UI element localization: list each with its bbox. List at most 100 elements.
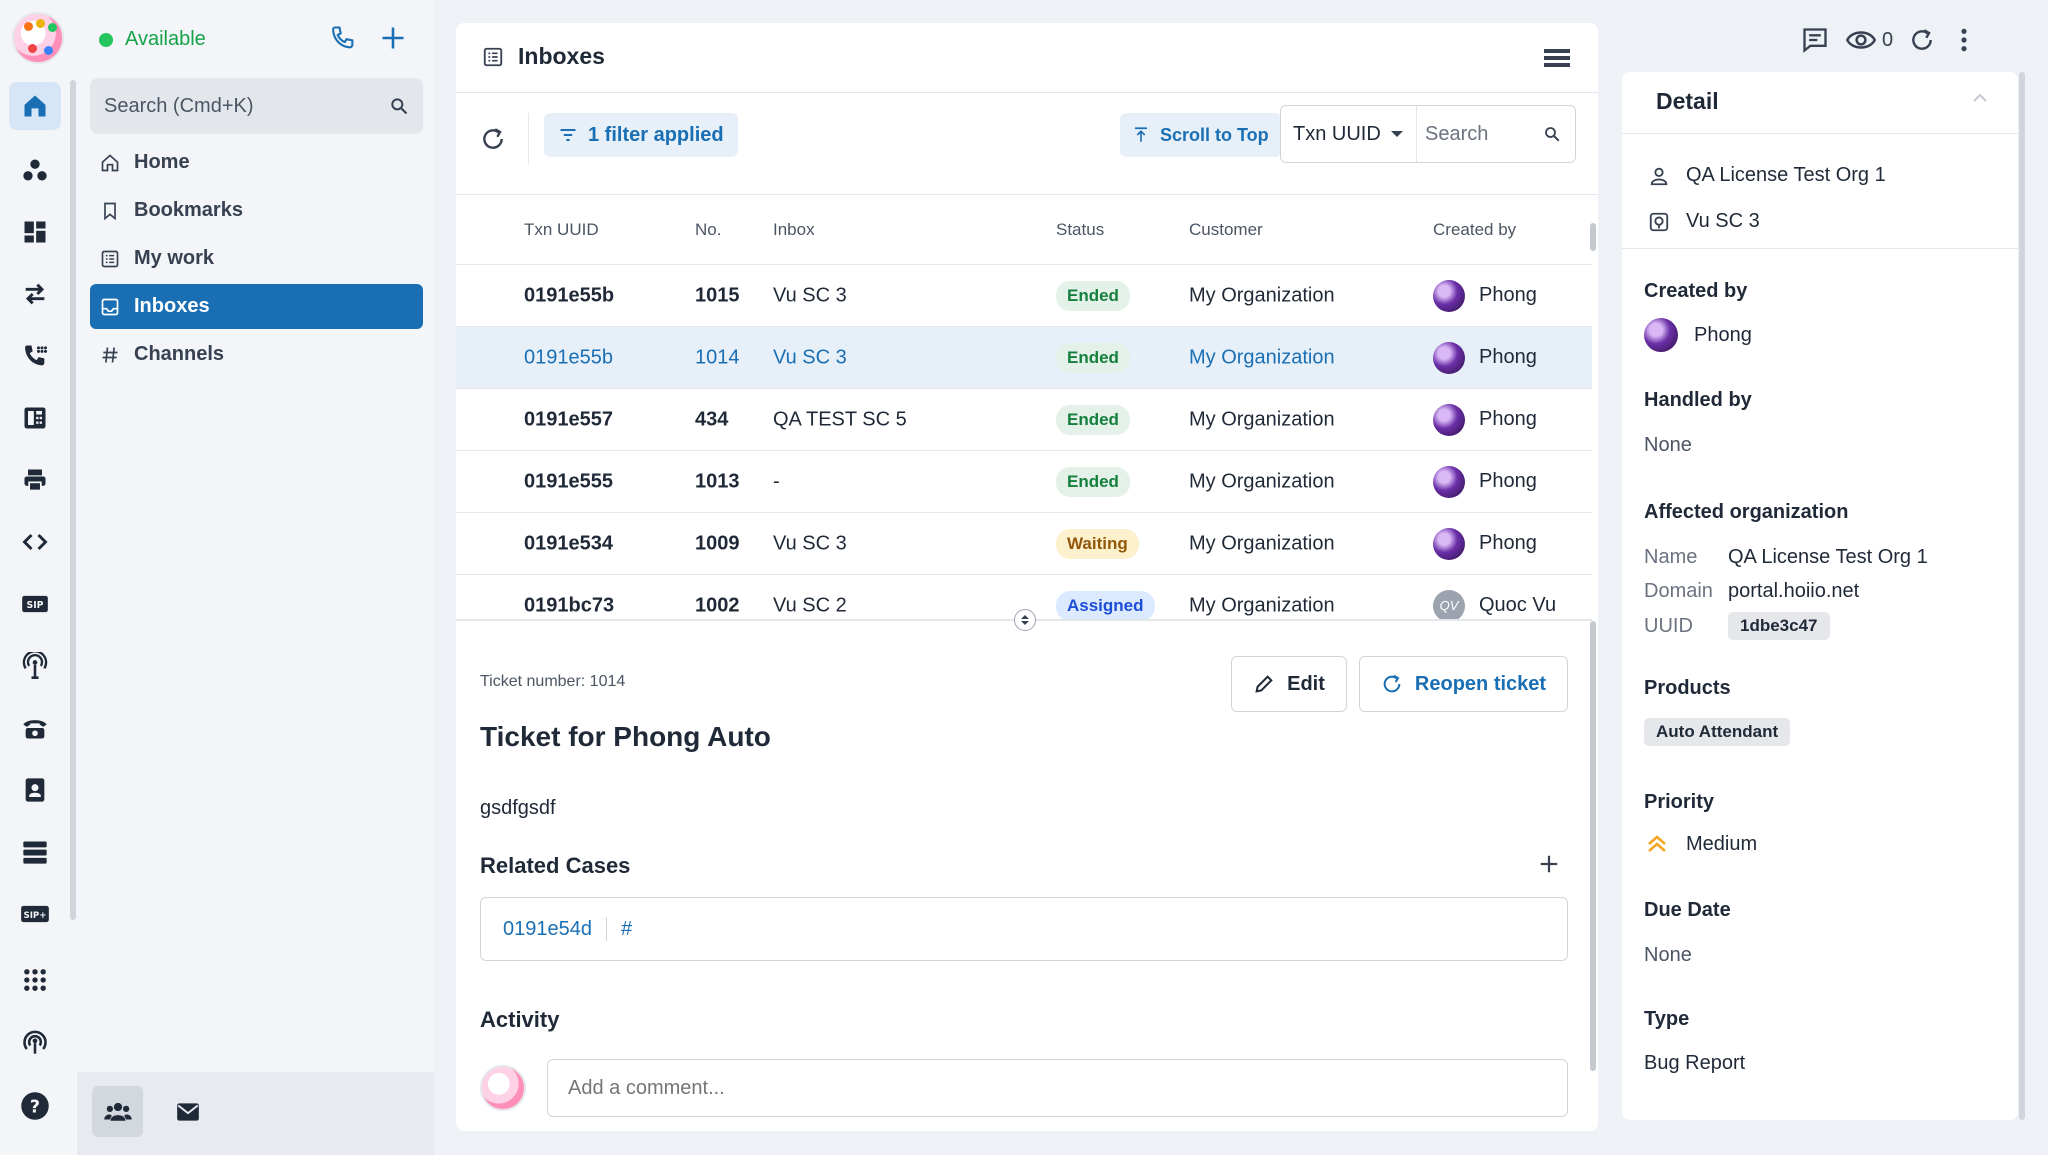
call-log-icon[interactable] — [9, 332, 61, 380]
avatar — [1433, 403, 1465, 436]
column-header[interactable]: Inbox — [773, 219, 815, 239]
nav-item-label: Inboxes — [134, 295, 210, 317]
inbox-tag-icon — [1649, 212, 1669, 231]
table-row[interactable]: 0191e55b 1015 Vu SC 3 Ended My Organizat… — [456, 265, 1592, 327]
status-badge: Ended — [1056, 280, 1130, 311]
table-row[interactable]: 0191e555 1013 - Ended My Organization Ph… — [456, 451, 1592, 513]
detail-header[interactable]: Detail — [1622, 72, 2018, 134]
nav-item-home[interactable]: Home — [90, 140, 423, 185]
antenna-icon[interactable] — [9, 642, 61, 690]
chevron-up-icon[interactable] — [1972, 92, 1988, 104]
field-key: Name — [1644, 546, 1698, 568]
column-header[interactable]: Created by — [1433, 219, 1517, 239]
related-case-hash-link[interactable]: # — [620, 917, 633, 940]
comments-icon[interactable] — [1800, 26, 1830, 54]
column-header[interactable]: Status — [1056, 219, 1105, 239]
list-toolbar: 1 filter applied Scroll to Top Txn UUID … — [456, 93, 1598, 195]
people-icon[interactable] — [9, 146, 61, 194]
search-placeholder: Search (Cmd+K) — [104, 94, 254, 117]
help-icon[interactable]: ? — [9, 1082, 61, 1130]
dashboard-icon[interactable] — [9, 208, 61, 256]
refresh-icon — [1383, 674, 1401, 693]
product-chip-wrap: Auto Attendant — [1644, 718, 1791, 746]
sip-plus-icon[interactable]: SIP+ — [9, 890, 61, 938]
cell-no: 1002 — [695, 594, 740, 616]
filter-button[interactable]: 1 filter applied — [544, 113, 738, 157]
nav-item-bookmarks[interactable]: Bookmarks — [90, 188, 423, 233]
nav-item-channels[interactable]: Channels — [90, 332, 423, 377]
table-search-placeholder: Search — [1425, 122, 1489, 145]
status-label: Available — [125, 28, 206, 50]
search-icon — [391, 98, 408, 115]
watchers-button[interactable]: 0 — [1846, 28, 1893, 52]
more-vertical-icon[interactable] — [1959, 27, 1969, 53]
table-header: Txn UUID No. Inbox Status Customer Creat… — [456, 195, 1592, 265]
ticket-title: Ticket for Phong Auto — [480, 721, 771, 752]
related-case-link[interactable]: 0191e54d — [503, 917, 592, 940]
watchers-count: 0 — [1882, 28, 1894, 51]
priority-value[interactable]: Medium — [1644, 832, 1757, 856]
nav-item-inboxes[interactable]: Inboxes — [90, 284, 423, 329]
printer-icon[interactable] — [9, 456, 61, 504]
type-value[interactable]: Bug Report — [1644, 1052, 1746, 1074]
cell-inbox: QA TEST SC 5 — [773, 408, 907, 430]
affected-org-label: Affected organization — [1644, 501, 1849, 523]
global-search-input[interactable]: Search (Cmd+K) — [90, 78, 423, 134]
desk-phone-icon[interactable] — [9, 704, 61, 752]
table-row[interactable]: 0191bc73 1002 Vu SC 2 Assigned My Organi… — [456, 575, 1592, 619]
column-header[interactable]: Txn UUID — [524, 219, 599, 239]
table-row[interactable]: 0191e534 1009 Vu SC 3 Waiting My Organiz… — [456, 513, 1592, 575]
rail-scrollbar[interactable] — [70, 80, 76, 920]
nav-item-my-work[interactable]: My work — [90, 236, 423, 281]
home-icon[interactable] — [9, 82, 61, 130]
apps-grid-icon[interactable] — [9, 956, 61, 1004]
mail-icon[interactable] — [162, 1086, 213, 1137]
table-scrollbar[interactable] — [1590, 223, 1596, 251]
team-icon[interactable] — [92, 1086, 143, 1137]
refresh-icon[interactable] — [1909, 27, 1935, 53]
status-dot — [99, 32, 113, 47]
add-related-case-icon[interactable] — [1538, 853, 1560, 875]
status-badge: Ended — [1056, 342, 1130, 373]
ticket-detail: Ticket number: 1014 Edit Reopen ticket T… — [456, 621, 1590, 1131]
inboxes-panel: Inboxes 1 filter applied Scroll to Top T… — [456, 23, 1598, 1131]
detail-scrollbar[interactable] — [1590, 621, 1596, 1071]
scroll-to-top-label: Scroll to Top — [1160, 124, 1269, 145]
column-header[interactable]: Customer — [1189, 219, 1263, 239]
sip-icon[interactable]: SIP — [9, 580, 61, 628]
detail-panel-scrollbar[interactable] — [2019, 72, 2025, 1120]
cell-inbox: Vu SC 2 — [773, 594, 847, 616]
table-row[interactable]: 0191e557 434 QA TEST SC 5 Ended My Organ… — [456, 389, 1592, 451]
cell-customer: My Organization — [1189, 408, 1335, 430]
detail-org-name: QA License Test Org 1 — [1686, 164, 1886, 186]
comment-input[interactable] — [547, 1059, 1568, 1117]
code-icon[interactable] — [9, 518, 61, 566]
edit-button[interactable]: Edit — [1231, 656, 1347, 712]
reopen-ticket-button[interactable]: Reopen ticket — [1359, 656, 1568, 712]
availability-status[interactable]: Available — [99, 28, 206, 51]
table-search-input[interactable]: Search — [1417, 106, 1575, 162]
fax-icon[interactable] — [9, 394, 61, 442]
due-date-value[interactable]: None — [1644, 944, 1692, 966]
svg-text:SIP: SIP — [26, 600, 43, 611]
activity-heading: Activity — [480, 1007, 560, 1032]
column-header[interactable]: No. — [695, 219, 722, 239]
servers-icon[interactable] — [9, 828, 61, 876]
workspace-logo[interactable] — [12, 12, 64, 64]
status-badge: Ended — [1056, 466, 1130, 497]
scroll-to-top-button[interactable]: Scroll to Top — [1120, 113, 1281, 157]
plus-icon[interactable] — [379, 24, 407, 52]
detail-inbox: Vu SC 3 — [1648, 210, 1760, 233]
avatar — [1433, 527, 1465, 560]
contacts-icon[interactable] — [9, 766, 61, 814]
transfer-icon[interactable] — [9, 270, 61, 318]
refresh-icon[interactable] — [480, 126, 506, 152]
phone-icon[interactable] — [329, 24, 357, 52]
resize-handle-icon[interactable] — [1014, 609, 1036, 631]
layout-menu-icon[interactable] — [1544, 47, 1570, 69]
handled-by-value[interactable]: None — [1644, 434, 1692, 456]
cell-no: 1014 — [695, 346, 740, 368]
search-field-select[interactable]: Txn UUID — [1281, 106, 1417, 162]
table-row-selected[interactable]: 0191e55b 1014 Vu SC 3 Ended My Organizat… — [456, 327, 1592, 389]
broadcast-icon[interactable] — [9, 1018, 61, 1066]
